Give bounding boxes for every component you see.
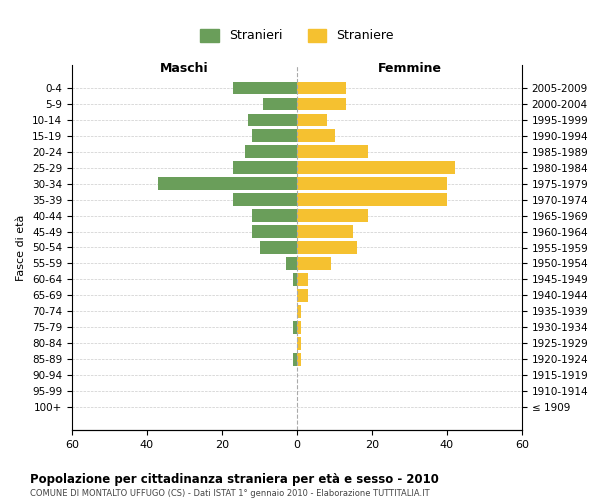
Bar (297, 210, 368, 222)
Bar (297, 146, 368, 158)
Bar (233, 194, 297, 206)
Bar (297, 289, 308, 302)
Text: Popolazione per cittadinanza straniera per età e sesso - 2010: Popolazione per cittadinanza straniera p… (30, 472, 439, 486)
Text: Femmine: Femmine (377, 62, 442, 75)
Bar (297, 114, 327, 126)
Bar (297, 305, 301, 318)
Bar (297, 226, 353, 238)
Bar (297, 162, 455, 174)
Bar (297, 353, 301, 366)
Bar (297, 242, 357, 254)
Bar (158, 178, 297, 190)
Bar (286, 257, 297, 270)
Y-axis label: Anni di nascita: Anni di nascita (598, 206, 600, 289)
Bar (297, 337, 301, 349)
Bar (297, 178, 447, 190)
Bar (245, 146, 297, 158)
Bar (297, 130, 335, 142)
Bar (297, 194, 447, 206)
Bar (260, 242, 297, 254)
Bar (233, 82, 297, 94)
Bar (263, 98, 297, 110)
Y-axis label: Fasce di età: Fasce di età (16, 214, 26, 280)
Legend: Stranieri, Straniere: Stranieri, Straniere (195, 24, 399, 48)
Bar (252, 210, 297, 222)
Bar (297, 257, 331, 270)
Text: Maschi: Maschi (160, 62, 209, 75)
Text: COMUNE DI MONTALTO UFFUGO (CS) - Dati ISTAT 1° gennaio 2010 - Elaborazione TUTTI: COMUNE DI MONTALTO UFFUGO (CS) - Dati IS… (30, 489, 430, 498)
Bar (293, 353, 297, 366)
Bar (297, 321, 301, 334)
Bar (293, 321, 297, 334)
Bar (297, 98, 346, 110)
Bar (297, 82, 346, 94)
Bar (248, 114, 297, 126)
Bar (252, 130, 297, 142)
Bar (252, 226, 297, 238)
Bar (233, 162, 297, 174)
Bar (297, 273, 308, 285)
Bar (293, 273, 297, 285)
